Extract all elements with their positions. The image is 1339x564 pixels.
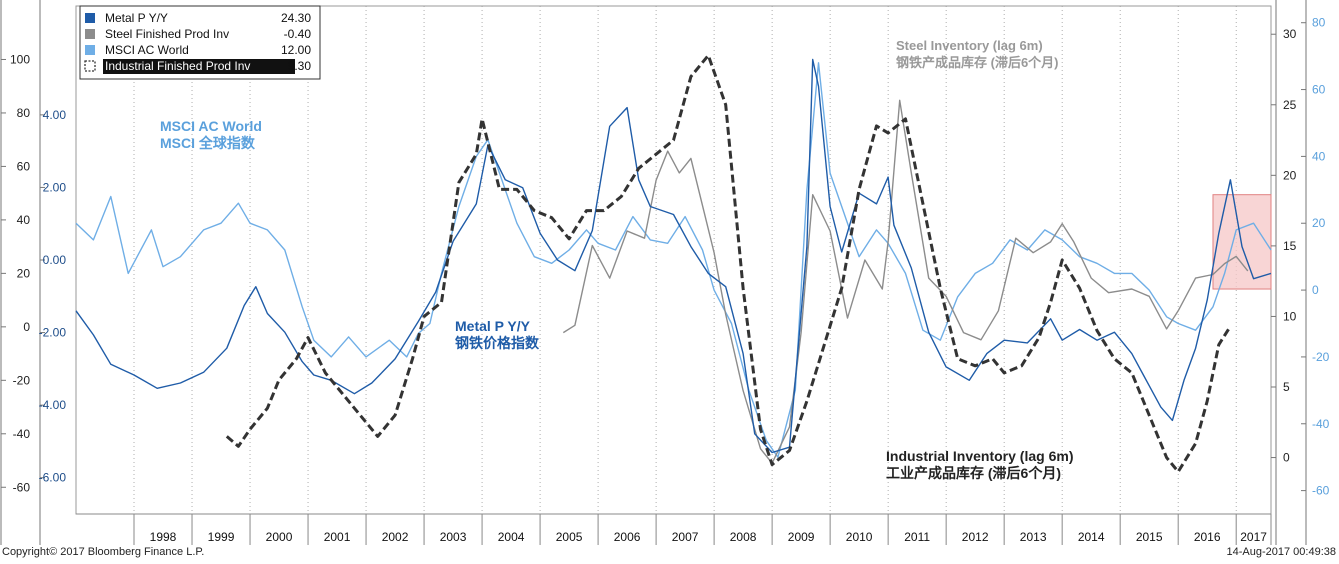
legend: Metal P Y/Y 24.30 Steel Finished Prod Inv -… [79,5,321,80]
annotation-steel-line: 钢铁产成品库存 (滞后6个月) [896,55,1059,70]
x-tick-label: 2010 [846,530,873,544]
chart-svg: 1998 1999 2000 2001 2002 2003 2004 2005 2006 2007… [0,0,1330,545]
far-left-tick-label: 20 [17,266,31,280]
legend-label: Metal P Y/Y [105,11,168,25]
far-left-tick-label: 0 [23,320,30,334]
far-right-tick-label: 60 [1312,83,1326,97]
x-tick-label: 2017 [1240,530,1267,544]
x-tick-label: 2000 [266,530,293,544]
series-group [75,53,1272,474]
plot-background [75,5,1272,515]
legend-value: 24.30 [281,11,311,25]
inner-right-tick-label: 30 [1283,27,1297,41]
x-tick-label: 2016 [1194,530,1221,544]
highlight-area [1212,194,1272,290]
x-tick-label: 2011 [904,530,930,544]
x-tick-label: 2003 [440,530,467,544]
far-left-tick-label: 40 [17,213,31,227]
x-tick-label: 1999 [208,530,235,544]
far-left-tick-label: -40 [13,427,31,441]
annotation-steel-line: Steel Inventory (lag 6m) [896,38,1043,53]
inner-left-tick-label: 0.00 [43,253,67,267]
far-right-tick-label: 20 [1312,216,1326,230]
x-tick-label: 2009 [788,530,815,544]
inner-left-tick-label: -6.00 [39,471,67,485]
copyright-text: Copyright© 2017 Bloomberg Finance L.P. [2,546,205,558]
x-tick-label: 2004 [498,530,525,544]
x-tick-label: 2014 [1078,530,1105,544]
annotation-msci-line: MSCI 全球指数 [160,135,256,151]
x-tick-label: 2005 [556,530,583,544]
annotation-industrial-line: Industrial Inventory (lag 6m) [886,448,1073,464]
legend-value: 12.00 [281,43,311,57]
annotation-industrial-line: 工业产成品库存 (滞后6个月) [886,465,1061,481]
inner-left-tick-label: -4.00 [39,398,67,412]
x-tick-label: 2013 [1020,530,1047,544]
legend-label: Steel Finished Prod Inv [105,27,229,41]
x-tick-label: 2012 [962,530,989,544]
legend-swatch [85,13,95,23]
inner-right-tick-label: 0 [1283,451,1290,465]
far-left-tick-label: 80 [17,106,31,120]
x-tick-label: 2001 [324,530,351,544]
far-left-tick-label: -20 [13,373,31,387]
far-left-tick-label: -60 [13,480,31,494]
legend-label: Industrial Finished Prod Inv [105,59,250,73]
annotation-msci-line: MSCI AC World [160,118,262,134]
legend-value: -0.40 [284,27,312,41]
far-right-tick-label: -60 [1312,484,1330,498]
far-right-tick-label: -20 [1312,350,1330,364]
far-right-tick-label: 40 [1312,149,1326,163]
far-right-tick-label: 0 [1312,283,1319,297]
x-tick-label: 2002 [382,530,409,544]
highlight-box [1212,194,1272,290]
inner-left-tick-label: 4.00 [43,108,67,122]
x-tick-label: 1998 [150,530,177,544]
x-tick-label: 2015 [1136,530,1163,544]
series-line-steel-finished-prod-inv [562,99,1249,464]
x-tick-label: 2008 [730,530,757,544]
far-left-tick-label: 60 [17,159,31,173]
far-left-tick-label: 100 [10,52,30,66]
axes: 1998 1999 2000 2001 2002 2003 2004 2005 2006 2007… [0,0,1330,545]
x-tick-label: 2007 [672,530,699,544]
inner-right-tick-label: 15 [1283,239,1297,253]
legend-label-highlight [103,59,295,74]
annotation-metal-line: 钢铁价格指数 [455,335,540,351]
far-right-tick-label: 80 [1312,16,1326,30]
legend-swatch [85,29,95,39]
inner-right-tick-label: 5 [1283,380,1290,394]
plot-frame [75,5,1272,515]
inner-right-tick-label: 10 [1283,309,1297,323]
far-right-tick-label: -40 [1312,417,1330,431]
legend-swatch [85,45,95,55]
grid [133,6,1237,514]
inner-left-tick-label: 2.00 [43,180,67,194]
x-tick-label: 2006 [614,530,641,544]
inner-right-tick-label: 20 [1283,168,1297,182]
timestamp-text: 14-Aug-2017 00:49:38 [1226,546,1336,558]
inner-left-tick-label: -2.00 [39,326,67,340]
legend-label: MSCI AC World [105,43,189,57]
inner-right-tick-label: 25 [1283,98,1297,112]
legend-swatch [84,60,96,72]
legend-value: 9.30 [288,59,312,73]
series-line-industrial-finished-prod-inv [225,53,1232,474]
series-line-msci-ac-world [75,62,1272,458]
series-line-metal-p-y-y [75,58,1272,454]
annotation-metal-line: Metal P Y/Y [455,318,531,334]
